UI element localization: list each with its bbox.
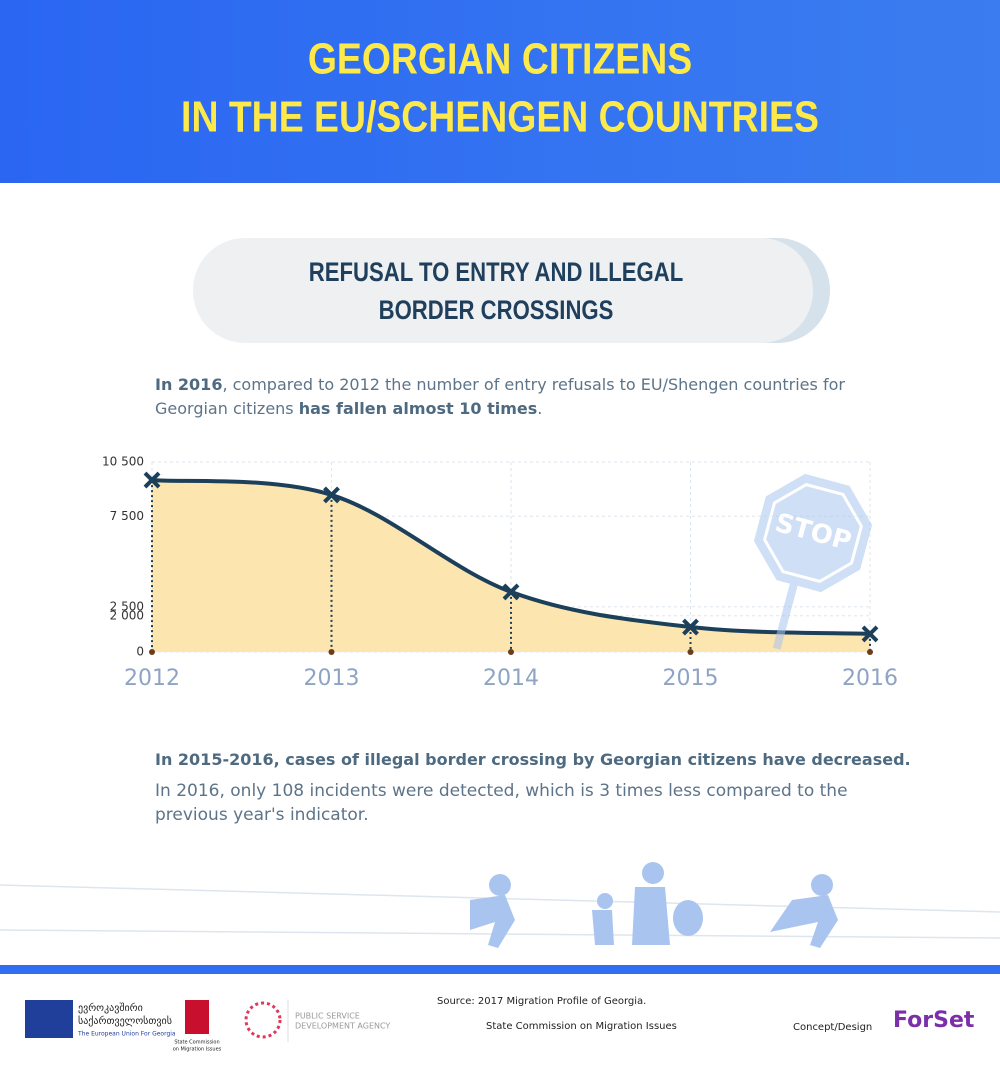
figures: [470, 862, 838, 948]
base-dot: [508, 649, 514, 655]
intro-text: , compared to 2012 the number of entry r…: [155, 375, 845, 418]
marker: [682, 618, 699, 636]
intro-bold: has fallen almost 10 times: [298, 399, 538, 418]
eu-flag: [25, 1000, 73, 1038]
brand: ForSet: [893, 1008, 975, 1033]
intro: In 2016, compared to 2012 the number of …: [155, 373, 915, 421]
x-tick-label: 2016: [842, 666, 898, 691]
source: Source: 2017 Migration Profile of Georgi…: [437, 996, 646, 1007]
marker: [143, 471, 161, 489]
marker: [861, 625, 879, 643]
coat-of-arms: [185, 1000, 209, 1034]
y-tick-label: 7 500: [110, 509, 144, 523]
eu-text: საქართველოსთვის: [78, 1015, 172, 1027]
agency-logo: [244, 1001, 282, 1039]
agency-text: PUBLIC SERVICE: [295, 1012, 360, 1021]
y-tick-label: 10 500: [102, 455, 144, 469]
x-tick-label: 2014: [483, 666, 539, 691]
eu-text: ევროკავშირი: [78, 1002, 143, 1014]
agency-text: DEVELOPMENT AGENCY: [295, 1022, 390, 1031]
commission-logo-text: on Migration Issues: [173, 1047, 222, 1053]
intro-bold: In 2016: [155, 375, 223, 394]
marker: [323, 486, 340, 504]
section-title: BORDER CROSSINGS: [379, 296, 614, 326]
base-dot: [867, 649, 873, 655]
marker: [502, 583, 520, 601]
eu-text: The European Union For Georgia: [77, 1031, 176, 1038]
commission-logo-text: State Commission: [174, 1040, 219, 1046]
concept: Concept/Design: [793, 1022, 872, 1033]
crossing-heading: In 2015-2016, cases of illegal border cr…: [155, 750, 911, 769]
y-tick-label: 0: [136, 645, 144, 659]
pill: [193, 238, 813, 343]
source-org: State Commission on Migration Issues: [486, 1021, 677, 1032]
x-tick-label: 2013: [304, 666, 360, 691]
base-dot: [687, 649, 694, 655]
crossing-text: In 2016, only 108 incidents were detecte…: [155, 781, 848, 825]
stop-sign: STOP: [753, 473, 873, 650]
header-band: [0, 0, 1000, 183]
title: GEORGIAN CITIZENS: [308, 34, 692, 84]
intro-text: .: [537, 399, 543, 418]
footer-band: [0, 965, 1000, 974]
x-tick-label: 2015: [663, 666, 719, 691]
area: [152, 480, 870, 652]
base-dot: [328, 649, 335, 655]
x-tick-label: 2012: [124, 666, 180, 691]
base-dot: [149, 649, 155, 655]
y-tick-label: 2 500: [110, 599, 144, 613]
y-tick-label: 2 000: [110, 608, 144, 622]
title: IN THE EU/SCHENGEN COUNTRIES: [181, 92, 819, 142]
section-title: REFUSAL TO ENTRY AND ILLEGAL: [309, 258, 683, 288]
